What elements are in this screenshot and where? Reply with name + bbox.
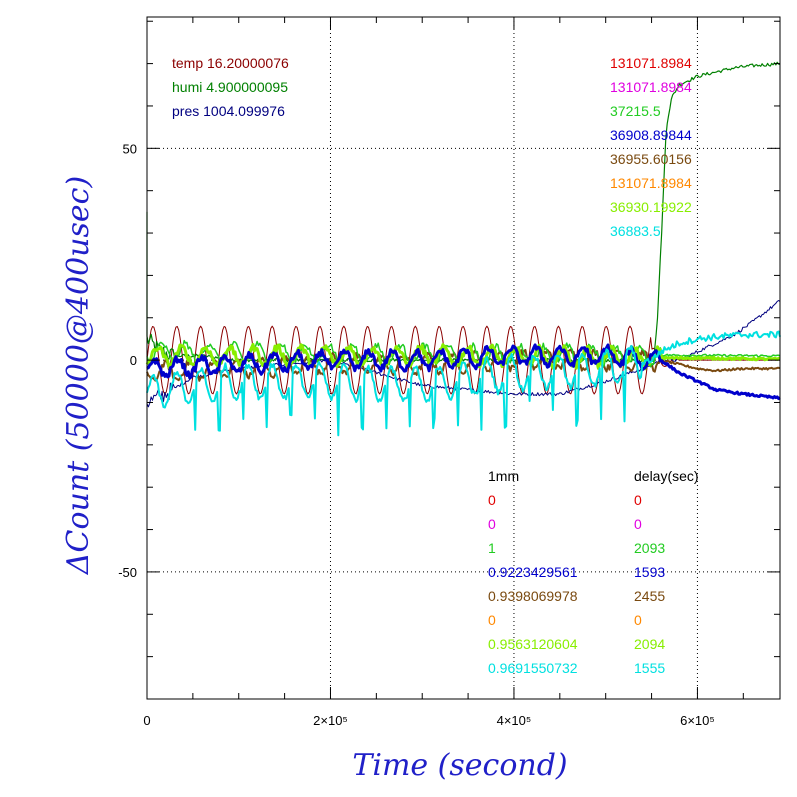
table-cell-mm: 0 xyxy=(488,516,496,532)
y-axis-title: ΔCount (50000@400usec) xyxy=(61,176,96,575)
table-cell-mm: 0.9691550732 xyxy=(488,660,578,676)
x-tick-label: 6×10⁵ xyxy=(680,713,715,728)
y-tick-label: -50 xyxy=(118,565,137,580)
env-label: humi 4.900000095 xyxy=(172,79,288,95)
channel-value: 131071.8984 xyxy=(610,55,692,71)
table-cell-delay: 1555 xyxy=(634,660,665,676)
axis-ticks xyxy=(146,17,780,700)
table-cell-delay: 2455 xyxy=(634,588,665,604)
table-header-delay: delay(sec) xyxy=(634,468,699,484)
channel-value: 36883.5 xyxy=(610,223,661,239)
env-label: pres 1004.099976 xyxy=(172,103,285,119)
channel-value: 36930.19922 xyxy=(610,199,692,215)
table-cell-delay: 2093 xyxy=(634,540,665,556)
table-cell-delay: 0 xyxy=(634,516,642,532)
annotations: 0 2×10⁵ 4×10⁵ 6×10⁵ 50 0 -50 temp 16.20000076 hu… xyxy=(118,55,715,728)
table-cell-mm: 0 xyxy=(488,612,496,628)
channel-value: 131071.8984 xyxy=(610,79,692,95)
x-tick-label: 0 xyxy=(143,713,150,728)
table-cell-mm: 0.9223429561 xyxy=(488,564,578,580)
channel-value: 37215.5 xyxy=(610,103,661,119)
series-line-spiky xyxy=(146,330,781,437)
table-cell-delay: 2094 xyxy=(634,636,665,652)
table-cell-mm: 0 xyxy=(488,492,496,508)
channel-value: 36908.89844 xyxy=(610,127,692,143)
table-cell-mm: 0.9398069978 xyxy=(488,588,578,604)
table-cell-mm: 0.9563120604 xyxy=(488,636,578,652)
table-header-mm: 1mm xyxy=(488,468,519,484)
channel-value: 131071.8984 xyxy=(610,175,692,191)
y-tick-label: 0 xyxy=(130,353,137,368)
series-lines xyxy=(145,61,781,437)
table-cell-mm: 1 xyxy=(488,540,496,556)
table-cell-delay: 0 xyxy=(634,612,642,628)
x-tick-label: 4×10⁵ xyxy=(497,713,532,728)
plot-frame xyxy=(146,16,781,700)
channel-value: 36955.60156 xyxy=(610,151,692,167)
x-tick-label: 2×10⁵ xyxy=(313,713,348,728)
series-line-pres xyxy=(146,300,781,408)
x-axis-title: Time (second) xyxy=(352,748,567,783)
series-line-humi xyxy=(146,61,781,363)
table-cell-delay: 0 xyxy=(634,492,642,508)
series-line-noise xyxy=(146,343,781,401)
table-cell-delay: 1593 xyxy=(634,564,665,580)
env-label: temp 16.20000076 xyxy=(172,55,289,71)
y-tick-label: 50 xyxy=(123,141,137,156)
series-line-noise xyxy=(145,342,781,371)
